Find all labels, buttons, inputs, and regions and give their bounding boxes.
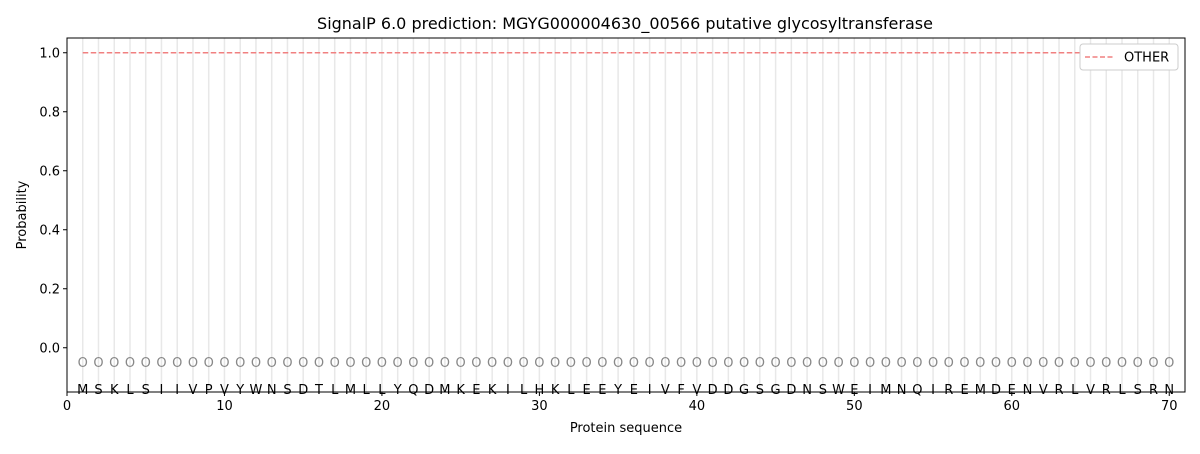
y-tick-label: 0.8	[39, 105, 60, 120]
predicted-label-mark: O	[456, 356, 466, 371]
predicted-label-mark: O	[676, 356, 686, 371]
predicted-label-mark: O	[503, 356, 513, 371]
predicted-label-mark: O	[408, 356, 418, 371]
residue-sequence: MSKLSIIVPVYWNSDTLMLLYQDMKEKILHKLEEYEIVFV…	[77, 383, 1174, 398]
predicted-label-mark: O	[613, 356, 623, 371]
predicted-label-mark: O	[786, 356, 796, 371]
predicted-label-mark: O	[1164, 356, 1174, 371]
predicted-label-mark: O	[125, 356, 135, 371]
predicted-label-mark: O	[282, 356, 292, 371]
x-tick-label: 60	[1004, 399, 1021, 414]
predicted-label-mark: O	[660, 356, 670, 371]
predicted-label-mark: O	[393, 356, 403, 371]
predicted-label-mark: O	[298, 356, 308, 371]
predicted-label-mark: O	[865, 356, 875, 371]
plot-frame	[66, 37, 1186, 393]
predicted-label-mark: O	[1038, 356, 1048, 371]
predicted-label-mark: O	[487, 356, 497, 371]
x-tick-label: 50	[846, 399, 863, 414]
predicted-label-mark: O	[959, 356, 969, 371]
legend: OTHER	[1079, 43, 1179, 71]
predicted-label-mark: O	[739, 356, 749, 371]
chart-title: SignalP 6.0 prediction: MGYG000004630_00…	[317, 14, 933, 34]
predicted-label-mark: O	[975, 356, 985, 371]
predicted-label-mark: O	[267, 356, 277, 371]
predicted-label-mark: O	[1085, 356, 1095, 371]
predicted-label-mark: O	[1117, 356, 1127, 371]
predicted-label-mark: O	[109, 356, 119, 371]
predicted-label-mark: O	[723, 356, 733, 371]
predicted-label-mark: O	[566, 356, 576, 371]
predicted-label-mark: O	[818, 356, 828, 371]
predicted-label-mark: O	[755, 356, 765, 371]
predicted-label-mark: O	[896, 356, 906, 371]
predicted-label-mark: O	[204, 356, 214, 371]
x-tick-label: 70	[1161, 399, 1178, 414]
predicted-label-mark: O	[597, 356, 607, 371]
predicted-label-mark: O	[235, 356, 245, 371]
x-tick-label: 20	[374, 399, 391, 414]
predicted-label-mark: O	[912, 356, 922, 371]
predicted-label-mark: O	[1133, 356, 1143, 371]
x-axis-label: Protein sequence	[570, 421, 682, 436]
predicted-label-mark: O	[361, 356, 371, 371]
y-tick-label: 1.0	[39, 46, 60, 61]
predicted-label-mark: O	[1070, 356, 1080, 371]
predicted-label-mark: O	[692, 356, 702, 371]
predicted-label-mark: O	[534, 356, 544, 371]
predicted-label-mark: O	[440, 356, 450, 371]
predicted-label-mark: O	[219, 356, 229, 371]
predicted-label-mark: O	[471, 356, 481, 371]
x-tick-label: 10	[216, 399, 233, 414]
predicted-label-mark: O	[345, 356, 355, 371]
predicted-label-mark: O	[251, 356, 261, 371]
predicted-label-mark: O	[582, 356, 592, 371]
predicted-label-mark: O	[377, 356, 387, 371]
predicted-label-mark: O	[881, 356, 891, 371]
y-tick-label: 0.4	[39, 223, 60, 238]
predicted-label-mark: O	[550, 356, 560, 371]
predicted-label-mark: O	[1022, 356, 1032, 371]
predicted-label-mark: O	[802, 356, 812, 371]
predicted-label-mark: O	[1007, 356, 1017, 371]
predicted-label-mark: O	[156, 356, 166, 371]
predicted-label-mark: O	[172, 356, 182, 371]
predicted-label-mark: O	[991, 356, 1001, 371]
predicted-label-mark: O	[330, 356, 340, 371]
predicted-label-mark: O	[141, 356, 151, 371]
y-tick-label: 0.0	[39, 341, 60, 356]
predicted-label-mark: O	[424, 356, 434, 371]
predicted-label-mark: O	[1148, 356, 1158, 371]
predicted-label-mark: O	[519, 356, 529, 371]
predicted-label-mark: O	[833, 356, 843, 371]
predicted-label-mark: O	[93, 356, 103, 371]
predicted-label-mark: O	[1101, 356, 1111, 371]
y-tick-label: 0.2	[39, 282, 60, 297]
legend-label-other: OTHER	[1124, 51, 1169, 66]
predicted-label-mark: O	[645, 356, 655, 371]
predicted-label-mark: O	[314, 356, 324, 371]
x-tick-label: 30	[531, 399, 548, 414]
predicted-label-mark: O	[1054, 356, 1064, 371]
predicted-label-mark: O	[770, 356, 780, 371]
x-tick-label: 0	[63, 399, 71, 414]
predicted-label-mark: O	[928, 356, 938, 371]
predicted-label-mark: O	[188, 356, 198, 371]
predicted-label-mark: O	[629, 356, 639, 371]
predicted-label-mark: O	[707, 356, 717, 371]
y-axis-label: Probability	[15, 180, 30, 249]
predicted-label-mark: O	[78, 356, 88, 371]
predicted-label-mark: O	[849, 356, 859, 371]
x-tick-label: 40	[689, 399, 706, 414]
predicted-label-mark: O	[944, 356, 954, 371]
y-tick-label: 0.6	[39, 164, 60, 179]
